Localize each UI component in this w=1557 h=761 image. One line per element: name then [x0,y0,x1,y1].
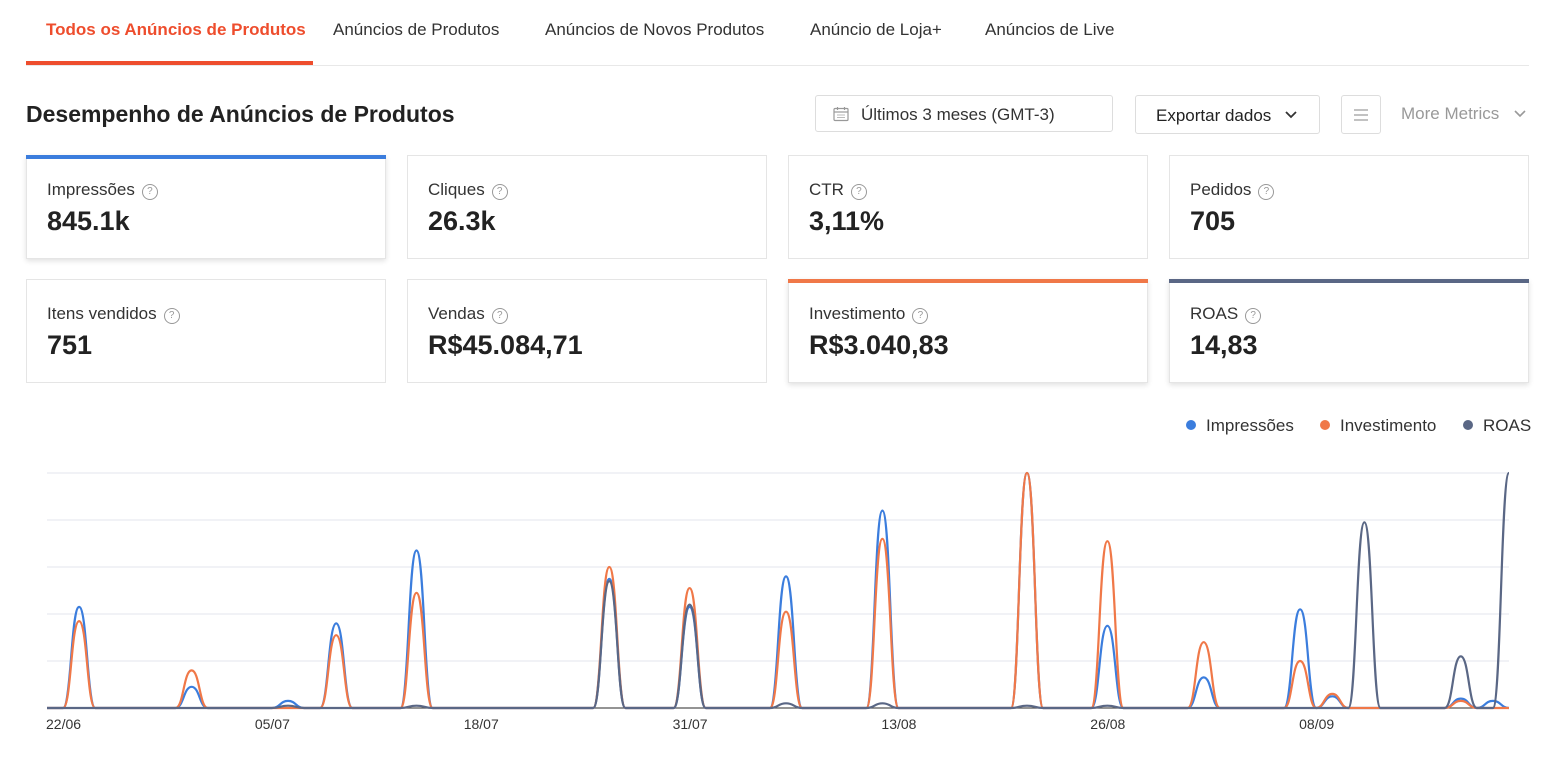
metric-label: Investimento? [809,304,929,324]
active-tab-indicator [26,61,313,65]
x-tick-label: 13/08 [881,716,916,732]
metric-value: 705 [1190,206,1236,236]
metric-card-orders[interactable]: Pedidos? 705 [1169,155,1529,259]
metric-label: Vendas? [428,304,508,324]
metric-label: CTR? [809,180,867,200]
help-icon[interactable]: ? [491,308,508,324]
legend-dot [1463,420,1473,430]
legend-label: Investimento [1340,416,1437,435]
tab-product-ads[interactable]: Anúncios de Produtos [333,20,500,39]
help-icon[interactable]: ? [491,184,508,200]
legend-item-investment[interactable]: Investimento [1320,416,1436,436]
metric-card-roas[interactable]: ROAS? 14,83 [1169,279,1529,383]
legend-item-impressions[interactable]: Impressões [1186,416,1294,436]
metric-value: 751 [47,330,93,360]
more-metrics-label: More Metrics [1401,104,1500,123]
performance-chart: 22/06 05/07 18/07 31/07 13/08 26/08 08/09 [46,471,1511,732]
legend-dot [1320,420,1330,430]
series-line-impressões [46,471,1510,710]
tab-new-product-ads[interactable]: Anúncios de Novos Produtos [545,20,765,39]
chevron-down-icon [1514,110,1526,118]
metric-value: 26.3k [428,206,496,236]
page-title: Desempenho de Anúncios de Produtos [26,101,455,127]
more-metrics-dropdown[interactable]: More Metrics [1401,104,1526,124]
metric-label: Itens vendidos? [47,304,180,324]
metric-selected-bar [26,155,386,159]
metric-value: 3,11% [809,206,885,236]
metric-card-impressions[interactable]: Impressões? 845.1k [26,155,386,259]
x-tick-label: 26/08 [1090,716,1125,732]
legend-label: ROAS [1483,416,1532,435]
metric-label: ROAS? [1190,304,1262,324]
series-line-roas [46,471,1511,710]
calendar-icon [833,107,849,122]
tab-live-ads[interactable]: Anúncios de Live [985,20,1115,39]
x-tick-label: 18/07 [464,716,499,732]
chevron-down-icon [1285,111,1297,119]
x-tick-label: 31/07 [673,716,708,732]
metric-selected-bar [788,279,1148,283]
metric-card-investment[interactable]: Investimento? R$3.040,83 [788,279,1148,383]
metric-card-ctr[interactable]: CTR? 3,11% [788,155,1148,259]
list-icon [1354,109,1368,121]
export-data-button[interactable]: Exportar dados [1135,95,1320,134]
help-icon[interactable]: ? [912,308,929,324]
tab-bar: Todos os Anúncios de Produtos Anúncios d… [26,0,1529,66]
help-icon[interactable]: ? [1258,184,1275,200]
metric-card-sales[interactable]: Vendas? R$45.084,71 [407,279,767,383]
list-view-button[interactable] [1341,95,1381,134]
series-line-investimento [46,471,1509,710]
help-icon[interactable]: ? [850,184,867,200]
metric-value: R$3.040,83 [809,330,949,360]
metric-value: 14,83 [1190,330,1258,360]
x-tick-label: 08/09 [1299,716,1334,732]
metric-selected-bar [1169,279,1529,283]
help-icon[interactable]: ? [163,308,180,324]
metric-value: 845.1k [47,206,130,236]
date-range-label: Últimos 3 meses (GMT-3) [861,105,1055,124]
help-icon[interactable]: ? [1245,308,1262,324]
legend-label: Impressões [1206,416,1294,435]
legend-dot [1186,420,1196,430]
x-tick-label: 22/06 [46,716,81,732]
export-data-label: Exportar dados [1156,106,1272,125]
x-tick-label: 05/07 [255,716,290,732]
tab-shop-ads[interactable]: Anúncio de Loja+ [810,20,942,39]
legend-item-roas[interactable]: ROAS [1463,416,1531,436]
tab-all-product-ads[interactable]: Todos os Anúncios de Produtos [46,20,306,39]
metric-value: R$45.084,71 [428,330,583,360]
metric-card-items-sold[interactable]: Itens vendidos? 751 [26,279,386,383]
metric-label: Impressões? [47,180,158,200]
metric-label: Pedidos? [1190,180,1275,200]
metric-label: Cliques? [428,180,508,200]
help-icon[interactable]: ? [141,184,158,200]
metric-card-clicks[interactable]: Cliques? 26.3k [407,155,767,259]
date-range-picker[interactable]: Últimos 3 meses (GMT-3) [815,95,1113,132]
